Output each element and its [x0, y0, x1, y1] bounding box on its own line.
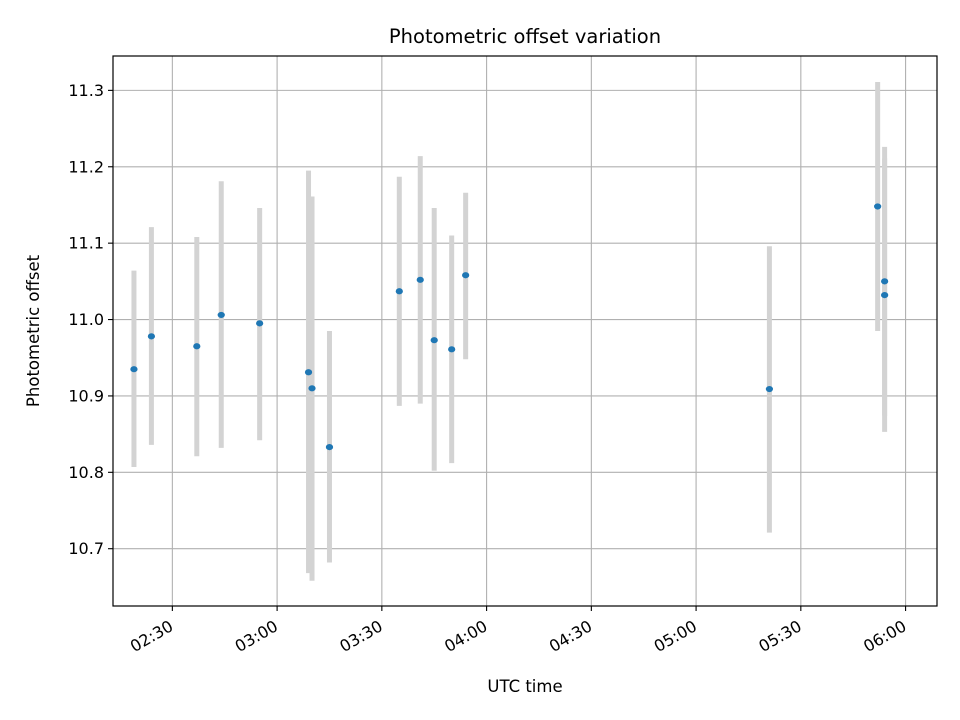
data-point	[308, 385, 316, 392]
data-point	[395, 288, 403, 295]
plot-area	[113, 56, 937, 606]
plot-frame	[112, 55, 938, 607]
data-point	[325, 444, 334, 451]
data-point	[462, 272, 470, 279]
x-axis-title: UTC time	[487, 677, 562, 696]
y-tick-label: 10.7	[68, 539, 104, 558]
data-points	[130, 203, 889, 451]
y-tick-label: 10.9	[68, 386, 104, 405]
y-tick-label: 11.0	[68, 310, 104, 329]
data-point	[147, 333, 156, 340]
data-point	[448, 346, 456, 353]
y-axis-ticks: 10.7 10.8 10.9 11.0 11.1 11.2 11.3	[68, 81, 113, 558]
data-point	[256, 320, 264, 327]
chart-title: Photometric offset variation	[389, 25, 661, 48]
data-point	[416, 276, 424, 283]
y-tick-label: 11.2	[68, 157, 104, 176]
data-point	[130, 366, 138, 373]
data-point	[193, 343, 201, 350]
data-point	[874, 203, 882, 210]
y-tick-label: 11.3	[68, 81, 104, 100]
y-tick-label: 10.8	[68, 463, 104, 482]
y-axis-title: Photometric offset	[24, 254, 43, 407]
data-point	[304, 369, 313, 376]
data-point	[881, 278, 889, 285]
data-point	[217, 311, 225, 319]
data-point	[881, 291, 889, 299]
data-point	[765, 385, 774, 393]
y-tick-label: 11.1	[68, 234, 104, 253]
grid-lines	[113, 56, 937, 606]
data-point	[430, 337, 438, 344]
